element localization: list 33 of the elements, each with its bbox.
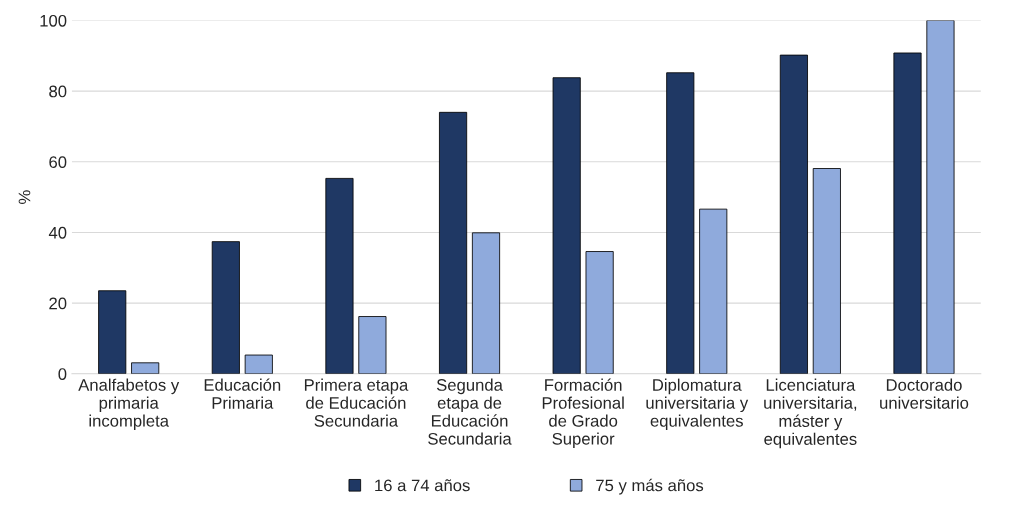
bar — [666, 72, 695, 374]
y-tick-label: 20 — [49, 297, 67, 310]
x-tick-label: Segunda etapa de Educación Secundaria — [428, 378, 512, 445]
y-tick-label: 80 — [49, 85, 67, 98]
x-tick-label: Licenciatura universitaria, máster y equivalentes — [764, 378, 857, 449]
legend-label: 75 y más años — [596, 478, 704, 495]
y-tick-label: 60 — [49, 156, 67, 168]
x-tick-label: Formación Profesional de Grado Superior — [542, 378, 624, 449]
bar — [211, 241, 240, 374]
y-tick-label: 100 — [40, 14, 67, 27]
bar — [926, 20, 955, 374]
bar — [131, 362, 160, 374]
bar — [98, 290, 127, 374]
x-tick-label: Diplomatura universitaria y equivalentes — [646, 378, 749, 431]
y-tick-label: 0 — [58, 368, 67, 380]
x-tick-label: Doctorado universitario — [880, 378, 969, 409]
x-tick-label: Educación Primaria — [204, 378, 281, 409]
bar — [812, 168, 841, 374]
y-axis-title: % — [18, 190, 31, 204]
bar — [244, 354, 273, 374]
bar — [552, 77, 581, 374]
bar — [585, 251, 614, 374]
x-tick-label: Analfabetos y primaria incompleta — [78, 378, 180, 431]
x-tick-label: Primera etapa de Educación Secundaria — [304, 378, 409, 427]
bar — [893, 52, 922, 374]
y-tick-label: 40 — [48, 226, 67, 239]
bar — [325, 177, 354, 374]
bar — [779, 54, 808, 374]
legend-label: 16 a 74 años — [375, 479, 470, 492]
bar — [471, 232, 501, 374]
bar — [699, 208, 728, 374]
bar — [439, 111, 468, 374]
bar — [358, 316, 387, 374]
